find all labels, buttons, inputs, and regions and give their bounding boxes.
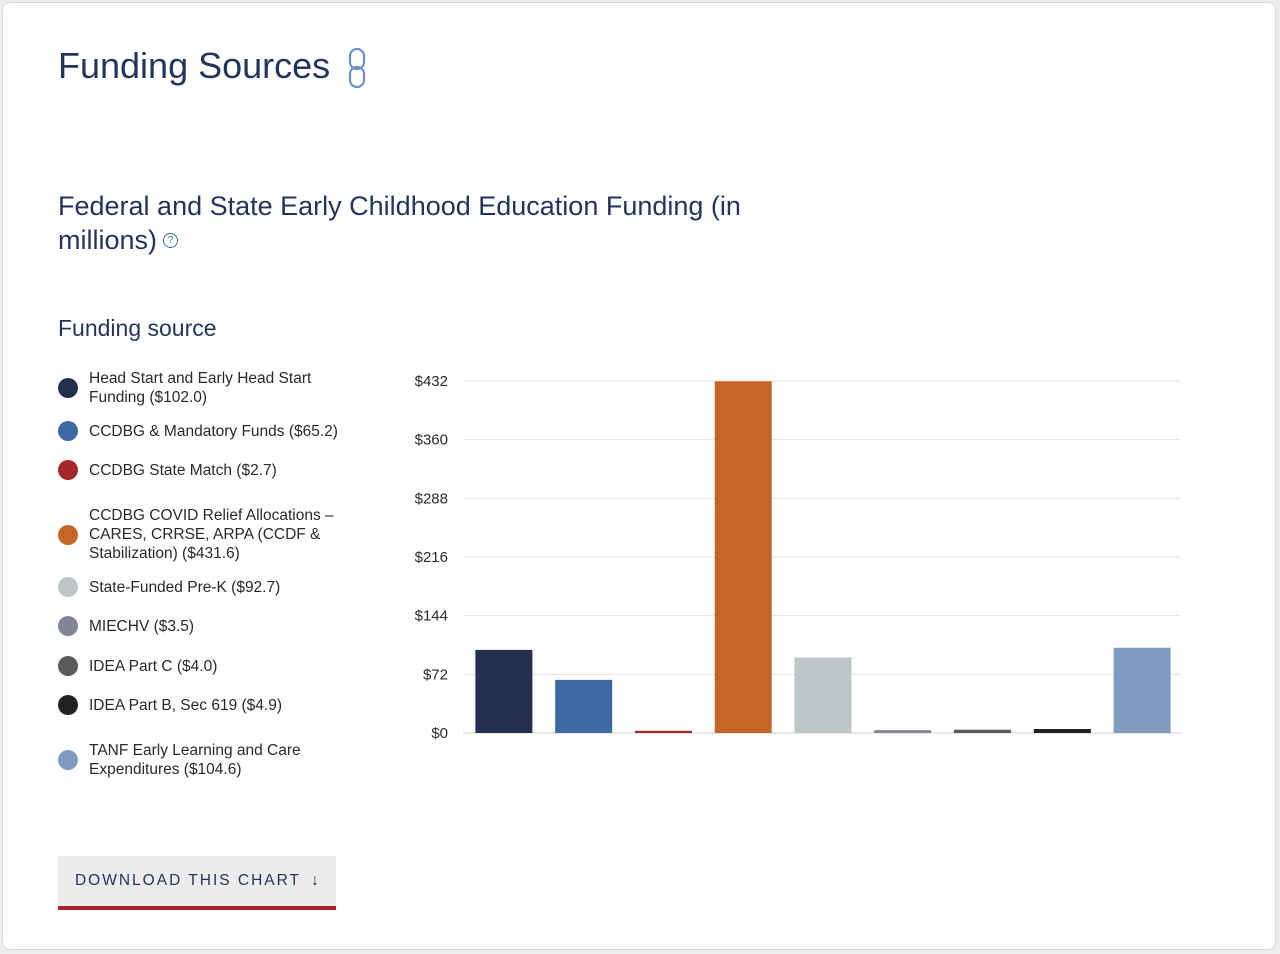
bar[interactable] — [714, 381, 772, 733]
legend-label: State-Funded Pre-K ($92.7) — [89, 578, 281, 596]
chart-title: Federal and State Early Childhood Educat… — [58, 189, 818, 257]
legend-label: MIECHV ($3.5) — [89, 617, 195, 635]
y-tick-label: $216 — [415, 549, 448, 566]
legend-item: IDEA Part B, Sec 619 ($4.9) — [58, 695, 358, 715]
legend-item: CCDBG & Mandatory Funds ($65.2) — [58, 421, 358, 441]
legend-item: CCDBG COVID Relief Allocations – CARES, … — [58, 506, 358, 563]
y-tick-label: $432 — [415, 373, 448, 390]
bar[interactable] — [1113, 647, 1171, 733]
y-tick-label: $0 — [431, 725, 448, 742]
legend-swatch — [58, 524, 78, 545]
legend-swatch — [58, 616, 78, 636]
legend-label: Head Start and Early Head Start Funding … — [89, 370, 312, 406]
legend-item: TANF Early Learning and Care Expenditure… — [58, 741, 358, 779]
legend-label: IDEA Part C ($4.0) — [89, 657, 218, 675]
bar[interactable] — [475, 649, 533, 733]
legend-item: State-Funded Pre-K ($92.7) — [58, 577, 358, 597]
legend-swatch — [58, 695, 78, 715]
y-tick-label: $72 — [423, 666, 448, 683]
legend-swatch — [58, 421, 78, 441]
legend-label: IDEA Part B, Sec 619 ($4.9) — [89, 696, 282, 714]
legend-label: CCDBG COVID Relief Allocations – CARES, … — [89, 507, 334, 562]
chart-title-text: Federal and State Early Childhood Educat… — [58, 191, 741, 255]
legend-swatch — [58, 378, 78, 398]
bar[interactable] — [555, 679, 613, 733]
legend-label: TANF Early Learning and Care Expenditure… — [89, 742, 301, 778]
bar[interactable] — [874, 730, 932, 733]
legend-swatch — [58, 750, 78, 770]
legend-label: CCDBG & Mandatory Funds ($65.2) — [89, 422, 338, 440]
download-chart-button[interactable]: DOWNLOAD THIS CHART ↓ — [58, 856, 336, 910]
help-icon[interactable]: ? — [163, 233, 179, 248]
y-tick-label: $360 — [415, 432, 448, 449]
bar[interactable] — [794, 657, 852, 733]
legend-label: CCDBG State Match ($2.7) — [89, 461, 277, 479]
link-icon[interactable] — [346, 47, 368, 89]
page-title-text: Funding Sources — [58, 45, 331, 86]
bar-chart: $0 $72 $144 $216 $288 $360 $432 — [415, 373, 1181, 742]
page-title: Funding Sources — [58, 43, 368, 89]
y-tick-label: $144 — [415, 608, 448, 625]
legend-title: Funding source — [58, 315, 217, 341]
download-arrow-icon: ↓ — [311, 872, 320, 889]
bar[interactable] — [954, 729, 1012, 733]
bar[interactable] — [634, 730, 692, 733]
legend-swatch — [58, 656, 78, 676]
legend-item: IDEA Part C ($4.0) — [58, 656, 358, 676]
legend-item: MIECHV ($3.5) — [58, 616, 358, 636]
legend-swatch — [58, 577, 78, 597]
legend-item: CCDBG State Match ($2.7) — [58, 460, 358, 480]
legend-swatch — [58, 460, 78, 480]
bar[interactable] — [1033, 729, 1091, 733]
download-label: DOWNLOAD THIS CHART — [74, 872, 302, 889]
legend-item: Head Start and Early Head Start Funding … — [58, 369, 358, 407]
y-tick-label: $288 — [415, 490, 448, 507]
